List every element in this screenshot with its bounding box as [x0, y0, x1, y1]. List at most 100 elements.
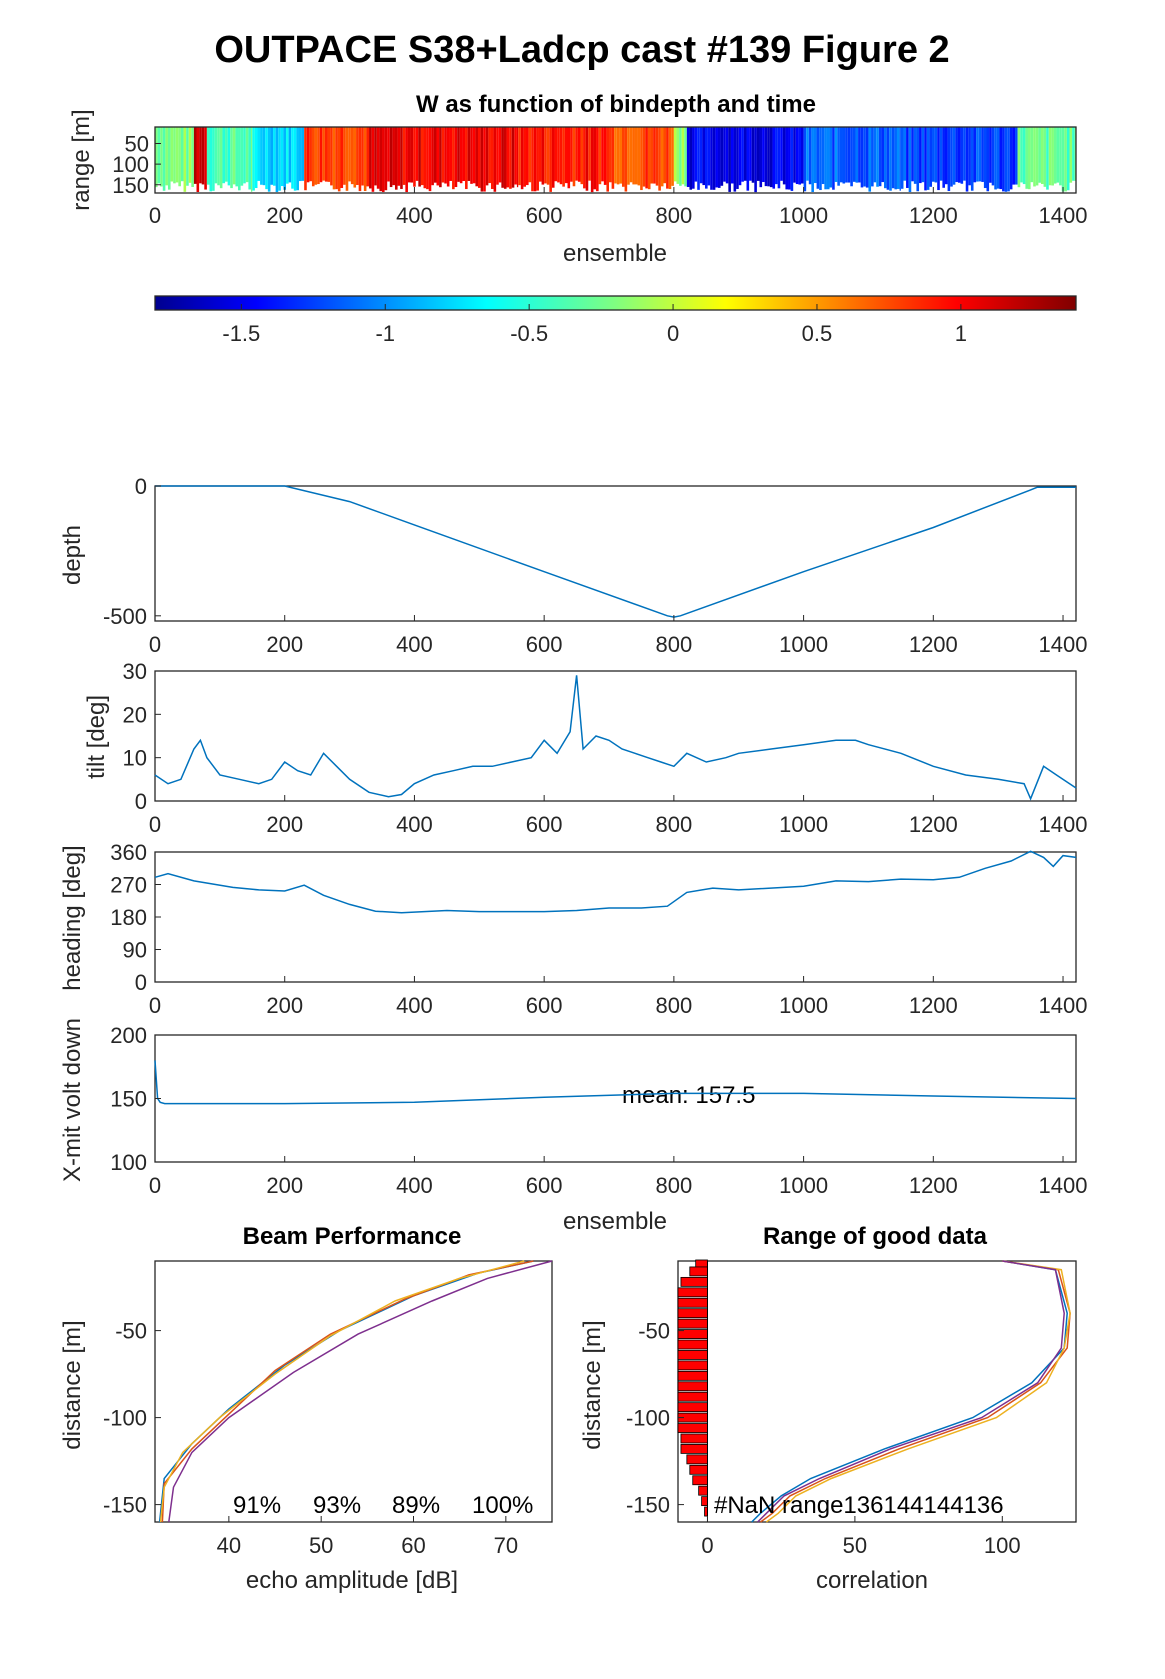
xmit-panel: X-mit volt down mean: 157.5 ensemble 0 20… [59, 1018, 1088, 1235]
w-cell [955, 127, 958, 183]
w-cell [376, 127, 380, 189]
w-cell [986, 127, 990, 192]
w-cell [260, 127, 263, 185]
w-cell [1025, 127, 1029, 189]
tilt-ytick-label: 30 [123, 659, 147, 684]
w-cell [694, 127, 698, 182]
w-cell [808, 127, 812, 185]
w-cell [436, 127, 440, 186]
w-cell [590, 127, 594, 193]
xmit-ytick-label: 100 [110, 1150, 147, 1175]
w-cell [653, 127, 656, 184]
range-nan-bar [689, 1464, 708, 1475]
w-cell [697, 127, 700, 190]
w-cell [900, 127, 904, 189]
xmit-mean-annotation: mean: 157.5 [622, 1082, 755, 1109]
w-cell [291, 127, 294, 189]
w-cell [311, 127, 315, 187]
w-cell [206, 127, 210, 185]
beam-ytick-label: -50 [115, 1319, 147, 1344]
w-cell [214, 127, 218, 184]
w-cell [431, 127, 434, 186]
colorbar-gradient [155, 296, 1076, 310]
w-cell [477, 127, 481, 188]
w-cell [894, 127, 897, 190]
w-cell [343, 127, 346, 185]
w-cell [886, 127, 890, 190]
range-annotation-value-2: 144 [883, 1492, 923, 1519]
w-cell [1059, 127, 1062, 186]
w-cell [306, 127, 310, 183]
range-annotation-value-3: 144 [924, 1492, 964, 1519]
w-cell [772, 127, 776, 189]
depth-xtick-label: 1200 [909, 632, 958, 657]
beam-xtick-label: 50 [309, 1533, 333, 1558]
w-cell [629, 127, 633, 183]
w-cell [538, 127, 542, 182]
range-series-line [760, 1260, 1071, 1523]
w-cell [183, 127, 187, 192]
range-nan-bar [701, 1496, 708, 1507]
w-image-panel: W as function of bindepth and time 0 200 4… [68, 91, 1088, 267]
range-title: Range of good data [763, 1223, 988, 1250]
w-cell [559, 127, 563, 185]
w-cell [528, 127, 532, 183]
w-cell [514, 127, 517, 185]
w-cell [454, 127, 458, 188]
w-xtick-label: 400 [396, 203, 433, 228]
w-cell [873, 127, 877, 183]
w-cell [475, 127, 478, 187]
depth-xtick-label: 800 [656, 632, 693, 657]
w-cell [684, 127, 687, 187]
w-cell [764, 127, 768, 187]
tilt-xtick-label: 1200 [909, 812, 958, 837]
w-cell [692, 127, 695, 189]
w-cell [531, 127, 534, 192]
xmit-xtick-label: 200 [266, 1173, 303, 1198]
w-cell [720, 127, 724, 186]
tilt-xtick-label: 800 [656, 812, 693, 837]
xmit-xtick-label: 1400 [1039, 1173, 1088, 1198]
w-cell [871, 127, 874, 187]
w-cell [855, 127, 859, 183]
depth-axes-box [154, 485, 1077, 622]
range-nan-bar [677, 1360, 708, 1371]
heading-ytick-label: 180 [110, 905, 147, 930]
xmit-ylabel: X-mit volt down [59, 1018, 86, 1182]
w-cell [509, 127, 512, 189]
w-cell [201, 127, 205, 185]
beam-ytick-label: -150 [103, 1493, 147, 1518]
w-cell [730, 127, 734, 184]
w-cell [824, 127, 827, 190]
w-cell [832, 127, 835, 190]
w-cell [557, 127, 560, 183]
w-cell [937, 127, 940, 191]
w-cell [345, 127, 349, 191]
w-xtick-label: 200 [266, 203, 303, 228]
w-cell [647, 127, 651, 190]
w-cell [983, 127, 987, 189]
w-cell [715, 127, 718, 188]
w-cell [418, 127, 421, 187]
w-xtick-label: 800 [656, 203, 693, 228]
tilt-line [154, 675, 1077, 801]
w-cell [570, 127, 573, 182]
w-cell [926, 127, 930, 190]
w-cell [217, 127, 220, 186]
colorbar-tick-label: -1 [375, 321, 395, 346]
w-cell [803, 127, 807, 192]
w-cell [705, 127, 708, 189]
w-cell [225, 127, 228, 182]
w-cell [1051, 127, 1054, 186]
tilt-xtick-label: 600 [526, 812, 563, 837]
heading-xtick-label: 0 [149, 993, 161, 1018]
w-cell [790, 127, 794, 191]
w-cell [837, 127, 840, 186]
w-cell [749, 127, 752, 181]
w-cell [994, 127, 997, 190]
w-cell [209, 127, 213, 192]
w-cell [1004, 127, 1008, 192]
w-cell [467, 127, 471, 181]
